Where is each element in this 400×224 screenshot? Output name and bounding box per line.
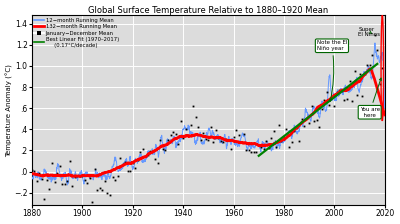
- Text: Super
El Ninos: Super El Ninos: [358, 27, 380, 37]
- Text: You are
  here: You are here: [360, 78, 382, 118]
- Title: Global Surface Temperature Relative to 1880–1920 Mean: Global Surface Temperature Relative to 1…: [88, 6, 328, 15]
- Text: Note the El
Niño year: Note the El Niño year: [317, 40, 347, 101]
- Y-axis label: Temperature Anomaly (°C): Temperature Anomaly (°C): [6, 64, 13, 157]
- Legend: 12−month Running Mean, 132−month Running Mean, January−December Mean, Best Linea: 12−month Running Mean, 132−month Running…: [34, 17, 120, 49]
